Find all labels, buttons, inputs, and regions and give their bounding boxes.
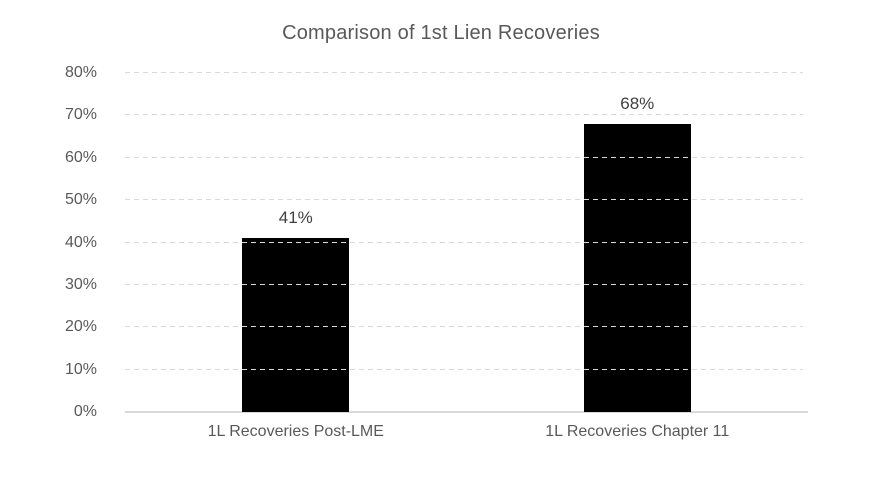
y-axis-tick-label: 80% <box>64 64 97 81</box>
gridline <box>125 283 803 285</box>
y-axis-tick-label: 20% <box>64 318 97 336</box>
y-axis-tick-label: 50% <box>64 191 97 209</box>
bar-data-label: 41% <box>278 208 313 228</box>
gridline <box>125 156 803 158</box>
y-axis-tick-label: 70% <box>64 106 97 124</box>
bar-group: 41% <box>242 208 350 412</box>
bar-group: 68% <box>583 94 691 412</box>
gridline <box>125 368 803 370</box>
chart-title: Comparison of 1st Lien Recoveries <box>282 22 600 44</box>
gridline <box>125 199 803 201</box>
bar <box>583 123 691 412</box>
gridline <box>125 241 803 243</box>
y-axis-tick-label: 60% <box>64 148 97 166</box>
gridline <box>125 72 803 73</box>
y-axis-tick-label: 40% <box>64 233 97 251</box>
bar-data-label: 68% <box>620 93 655 113</box>
y-axis-tick-label: 30% <box>64 275 97 293</box>
x-axis-line <box>125 411 808 413</box>
x-axis-category-label: 1L Recoveries Chapter 11 <box>545 423 730 440</box>
bar <box>242 238 350 412</box>
gridline <box>125 114 803 116</box>
y-axis-tick-label: 0% <box>73 403 97 420</box>
plot-area: 41% 68% <box>125 72 808 413</box>
x-axis-category-label: 1L Recoveries Post-LME <box>207 423 384 440</box>
y-axis-tick-label: 10% <box>64 360 97 378</box>
gridline <box>125 326 803 328</box>
